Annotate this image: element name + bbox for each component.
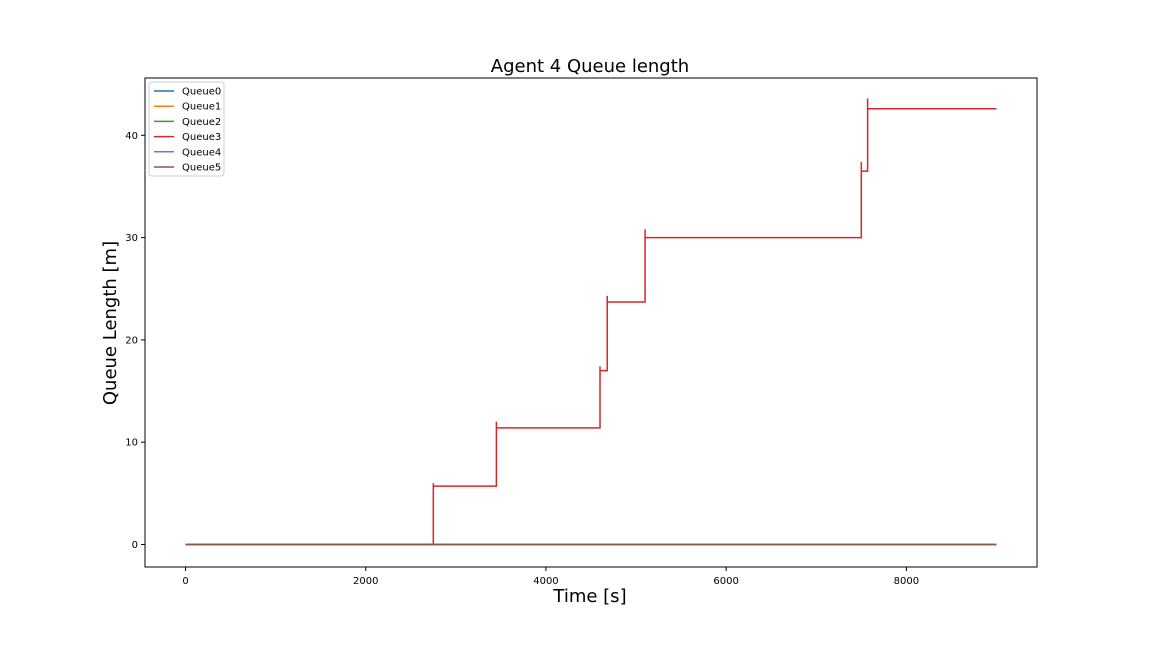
y-tick-label: 30: [125, 233, 138, 244]
plot-area: [144, 77, 1038, 568]
x-tick-label: 6000: [713, 576, 738, 587]
series-line-queue3: [185, 98, 997, 546]
legend-label-queue1: Queue1: [182, 102, 221, 113]
legend: Queue0 Queue1 Queue2 Queue3 Queue4 Queue5: [148, 81, 225, 177]
y-tick-label: 20: [125, 335, 138, 346]
chart-title: Agent 4 Queue length: [491, 56, 689, 77]
y-tick-label: 10: [125, 438, 138, 449]
legend-label-queue3: Queue3: [182, 132, 221, 143]
x-tick-label: 0: [182, 576, 188, 587]
x-tick-label: 8000: [894, 576, 919, 587]
legend-label-queue2: Queue2: [182, 117, 221, 128]
legend-label-queue5: Queue5: [182, 163, 221, 174]
x-tick-label: 2000: [353, 576, 378, 587]
y-tick-label: 0: [132, 540, 138, 551]
x-axis-label: Time [s]: [552, 586, 626, 607]
series-layer: [185, 98, 997, 546]
x-tick-label: 4000: [533, 576, 558, 587]
y-axis-label: Queue Length [m]: [100, 241, 121, 405]
legend-label-queue0: Queue0: [182, 87, 221, 98]
y-axis-ticks: 0 10 20 30 40: [125, 131, 145, 551]
legend-label-queue4: Queue4: [182, 147, 221, 158]
y-tick-label: 40: [125, 131, 138, 142]
x-axis-ticks: 0 2000 4000 6000 8000: [182, 567, 919, 587]
